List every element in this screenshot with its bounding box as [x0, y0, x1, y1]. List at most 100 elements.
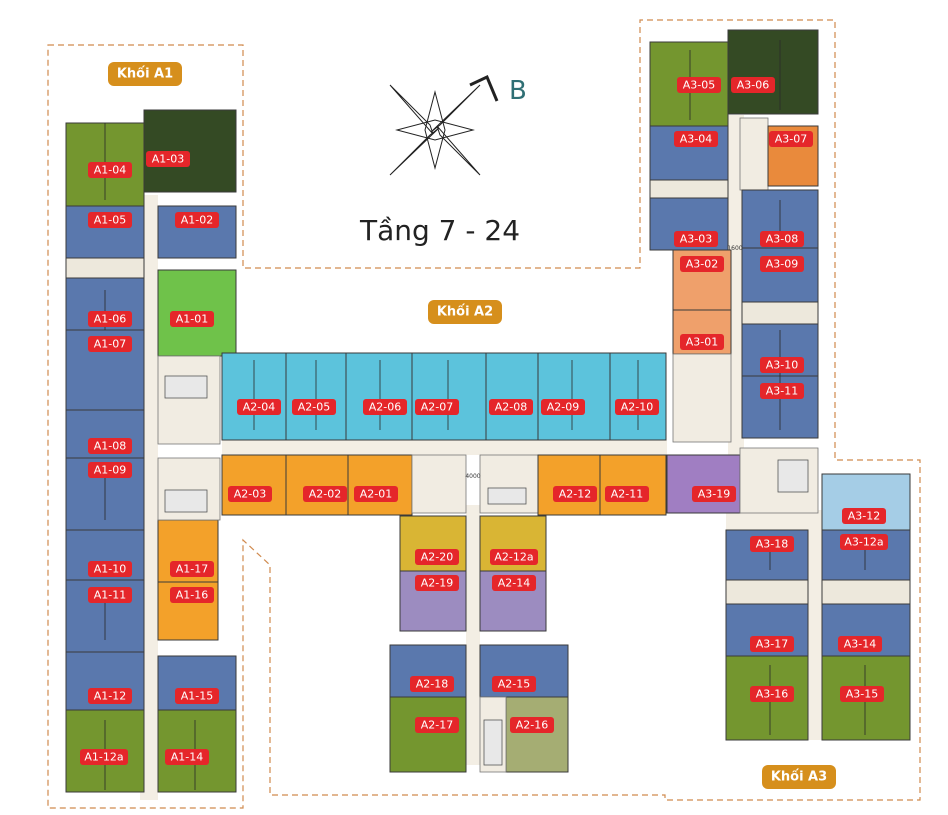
label-a2-16-text: A2-16: [516, 719, 549, 732]
label-a2-18[interactable]: A2-18: [410, 676, 454, 692]
label-a2-04[interactable]: A2-04: [237, 399, 281, 415]
label-a1-14-text: A1-14: [171, 751, 204, 764]
label-a1-02[interactable]: A1-02: [175, 212, 219, 228]
label-a2-12a-text: A2-12a: [494, 551, 533, 564]
block-a2: 4000: [221, 352, 667, 773]
label-a1-15[interactable]: A1-15: [175, 688, 219, 704]
label-a3-12a[interactable]: A3-12a: [840, 534, 888, 550]
unit-a2-08[interactable]: [485, 352, 539, 441]
label-a1-08-text: A1-08: [94, 440, 127, 453]
label-a3-04[interactable]: A3-04: [674, 131, 718, 147]
unit-a3-06[interactable]: [727, 29, 819, 115]
unit-a2-17[interactable]: [389, 696, 467, 773]
label-a3-16[interactable]: A3-16: [750, 686, 794, 702]
label-a2-08[interactable]: A2-08: [489, 399, 533, 415]
label-a1-12-text: A1-12: [94, 690, 127, 703]
unit-a2-02[interactable]: [285, 454, 349, 516]
label-a2-04-text: A2-04: [243, 401, 276, 414]
label-a2-10-text: A2-10: [621, 401, 654, 414]
label-a3-10[interactable]: A3-10: [760, 357, 804, 373]
label-a3-05[interactable]: A3-05: [677, 77, 721, 93]
label-a2-20[interactable]: A2-20: [415, 549, 459, 565]
label-a2-10[interactable]: A2-10: [615, 399, 659, 415]
label-a1-16[interactable]: A1-16: [170, 587, 214, 603]
label-a2-16[interactable]: A2-16: [510, 717, 554, 733]
label-a1-06-text: A1-06: [94, 313, 127, 326]
label-a3-15[interactable]: A3-15: [840, 686, 884, 702]
label-a3-02[interactable]: A3-02: [680, 256, 724, 272]
block-tag-a1[interactable]: Khối A1: [108, 62, 182, 86]
label-a2-20-text: A2-20: [421, 551, 454, 564]
block-tag-a1-label: Khối A1: [117, 67, 173, 82]
label-a1-06[interactable]: A1-06: [88, 311, 132, 327]
label-a2-11[interactable]: A2-11: [605, 486, 649, 502]
label-a1-07[interactable]: A1-07: [88, 336, 132, 352]
label-a1-11[interactable]: A1-11: [88, 587, 132, 603]
unit-a3-19[interactable]: [666, 454, 741, 514]
label-a1-12[interactable]: A1-12: [88, 688, 132, 704]
label-a1-17[interactable]: A1-17: [170, 561, 214, 577]
block-tag-a2[interactable]: Khối A2: [428, 300, 502, 324]
unit-a2-11[interactable]: [599, 454, 667, 516]
label-a2-02-text: A2-02: [309, 488, 342, 501]
block-tag-a2-label: Khối A2: [437, 305, 493, 320]
label-a3-01[interactable]: A3-01: [680, 334, 724, 350]
label-a3-03[interactable]: A3-03: [674, 231, 718, 247]
unit-a2-01[interactable]: [347, 454, 413, 516]
label-a3-07[interactable]: A3-07: [769, 131, 813, 147]
label-a1-12a[interactable]: A1-12a: [80, 749, 128, 765]
label-a1-10-text: A1-10: [94, 563, 127, 576]
block-tag-a3-label: Khối A3: [771, 770, 827, 785]
label-a2-14[interactable]: A2-14: [492, 575, 536, 591]
label-a1-03[interactable]: A1-03: [146, 151, 190, 167]
label-a2-01-text: A2-01: [360, 488, 393, 501]
unit-a2-09[interactable]: [537, 352, 611, 441]
label-a2-05[interactable]: A2-05: [292, 399, 336, 415]
label-a2-12-text: A2-12: [559, 488, 592, 501]
label-a3-08[interactable]: A3-08: [760, 231, 804, 247]
label-a1-08[interactable]: A1-08: [88, 438, 132, 454]
label-a2-17[interactable]: A2-17: [415, 717, 459, 733]
unit-a2-06[interactable]: [345, 352, 413, 441]
unit-a2-16[interactable]: [505, 696, 569, 773]
label-a2-07[interactable]: A2-07: [415, 399, 459, 415]
label-a1-04[interactable]: A1-04: [88, 162, 132, 178]
label-a2-03-text: A2-03: [234, 488, 267, 501]
label-a3-11[interactable]: A3-11: [760, 383, 804, 399]
label-a3-12[interactable]: A3-12: [842, 508, 886, 524]
label-a3-03-text: A3-03: [680, 233, 713, 246]
label-a3-19[interactable]: A3-19: [692, 486, 736, 502]
unit-a2-03[interactable]: [221, 454, 287, 516]
label-a1-07-text: A1-07: [94, 338, 127, 351]
label-a3-10-text: A3-10: [766, 359, 799, 372]
label-a2-19[interactable]: A2-19: [415, 575, 459, 591]
dimension-a3: 1600: [727, 245, 742, 252]
label-a2-03[interactable]: A2-03: [228, 486, 272, 502]
label-a1-17-text: A1-17: [176, 563, 209, 576]
label-a3-16-text: A3-16: [756, 688, 789, 701]
label-a3-09[interactable]: A3-09: [760, 256, 804, 272]
label-a3-18[interactable]: A3-18: [750, 536, 794, 552]
label-a1-01[interactable]: A1-01: [170, 311, 214, 327]
unit-a2-07[interactable]: [411, 352, 487, 441]
label-a3-06[interactable]: A3-06: [731, 77, 775, 93]
label-a1-04-text: A1-04: [94, 164, 127, 177]
unit-a2-12[interactable]: [537, 454, 601, 516]
label-a3-14[interactable]: A3-14: [838, 636, 882, 652]
label-a2-05-text: A2-05: [298, 401, 331, 414]
block-tag-a3[interactable]: Khối A3: [762, 765, 836, 789]
label-a2-02[interactable]: A2-02: [303, 486, 347, 502]
label-a2-01[interactable]: A2-01: [354, 486, 398, 502]
label-a1-05[interactable]: A1-05: [88, 212, 132, 228]
label-a1-16-text: A1-16: [176, 589, 209, 602]
label-a1-10[interactable]: A1-10: [88, 561, 132, 577]
label-a1-11-text: A1-11: [94, 589, 127, 602]
label-a2-12a[interactable]: A2-12a: [490, 549, 538, 565]
label-a1-14[interactable]: A1-14: [165, 749, 209, 765]
label-a2-06[interactable]: A2-06: [363, 399, 407, 415]
label-a2-12[interactable]: A2-12: [553, 486, 597, 502]
label-a1-09[interactable]: A1-09: [88, 462, 132, 478]
label-a2-15[interactable]: A2-15: [492, 676, 536, 692]
label-a2-09[interactable]: A2-09: [541, 399, 585, 415]
label-a3-17[interactable]: A3-17: [750, 636, 794, 652]
